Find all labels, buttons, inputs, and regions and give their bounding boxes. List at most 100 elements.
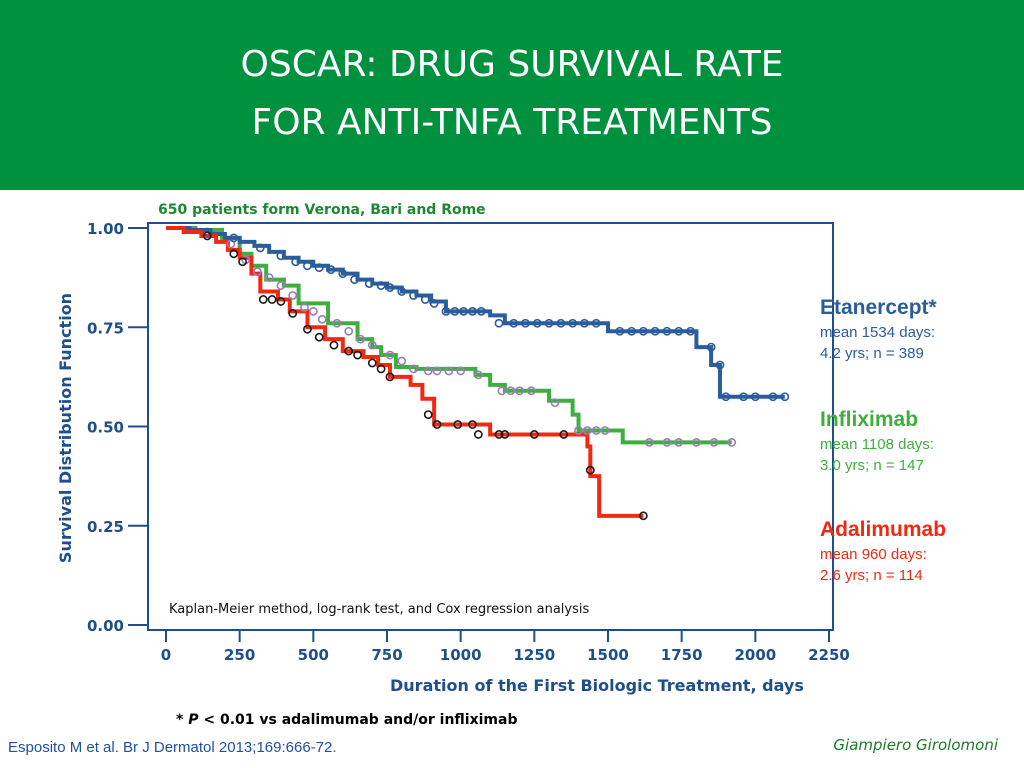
- censor-mark: [456, 366, 466, 376]
- footnote: * P < 0.01 vs adalimumab and/or inflixim…: [176, 712, 517, 728]
- y-tick-label: 0.75: [87, 319, 124, 337]
- censor-mark: [314, 332, 324, 342]
- y-tick-label: 0.50: [87, 419, 124, 437]
- censor-mark: [638, 326, 648, 336]
- citation: Esposito M et al. Br J Dermatol 2013;169…: [8, 739, 337, 756]
- censor-mark: [627, 326, 636, 336]
- censor-mark: [356, 334, 365, 344]
- legend-infliximab-detail-1: mean 1108 days:: [820, 436, 934, 453]
- censor-mark: [326, 265, 336, 275]
- censor-mark: [229, 249, 239, 259]
- censor-mark: [591, 318, 601, 328]
- censor-mark: [314, 263, 324, 273]
- censor-mark: [420, 295, 430, 304]
- censor-mark: [376, 364, 386, 374]
- censor-mark: [367, 358, 377, 368]
- censor-mark: [303, 324, 312, 334]
- censor-mark: [202, 227, 212, 237]
- censor-mark: [727, 437, 737, 447]
- censor-mark: [276, 281, 286, 290]
- censor-mark: [276, 297, 286, 306]
- censor-mark: [202, 231, 212, 241]
- x-axis-label: Duration of the First Biologic Treatment…: [390, 676, 804, 695]
- series-line-etanercept: [166, 226, 785, 399]
- slide-title-line-2: FOR ANTI-TNFA TREATMENTS: [251, 102, 773, 143]
- y-axis-label: Survival Distribution Function: [56, 293, 75, 563]
- x-tick-label: 1750: [661, 646, 703, 664]
- legend-infliximab-name: Infliximab: [820, 408, 918, 431]
- censor-mark: [556, 318, 566, 328]
- censor-mark: [444, 366, 454, 376]
- censor-mark: [674, 437, 684, 447]
- censor-mark: [662, 326, 672, 336]
- censor-mark: [258, 295, 268, 304]
- legend-etanercept-detail-1: mean 1534 days:: [820, 324, 935, 341]
- censor-mark: [644, 437, 654, 447]
- censor-mark: [515, 386, 524, 396]
- censor-mark: [529, 430, 539, 439]
- censor-mark: [568, 318, 578, 328]
- censor-mark: [229, 233, 239, 243]
- legend-infliximab-detail-2: 3.0 yrs; n = 147: [820, 457, 924, 474]
- series-line-infliximab: [166, 226, 732, 445]
- censor-mark: [674, 326, 684, 336]
- censor-mark: [409, 364, 418, 374]
- censor-marks: [202, 227, 790, 521]
- censor-mark: [276, 251, 286, 261]
- x-axis-ticks: 0 250 500 750 1000 1250 1500 1750 2000 2250: [161, 630, 850, 664]
- censor-mark: [303, 261, 312, 271]
- censor-mark: [267, 295, 277, 304]
- censor-mark: [615, 326, 625, 336]
- chart-subtitle: 650 patients form Verona, Bari and Rome: [158, 202, 486, 218]
- censor-mark: [344, 326, 354, 336]
- censor-mark: [750, 392, 760, 402]
- censor-mark: [585, 465, 595, 475]
- y-tick-label: 0.00: [87, 617, 124, 635]
- footnote-p: P: [188, 712, 199, 728]
- censor-mark: [715, 360, 725, 370]
- x-tick-label: 0: [161, 646, 171, 664]
- censor-mark: [252, 267, 262, 277]
- censor-mark: [532, 318, 542, 328]
- x-tick-label: 750: [371, 646, 402, 664]
- legend-adalimumab-detail-1: mean 960 days:: [820, 546, 927, 563]
- censor-mark: [739, 392, 748, 402]
- censor-mark: [300, 303, 309, 312]
- censor-mark: [344, 346, 354, 356]
- presenter-name: Giampiero Girolomoni: [833, 736, 998, 754]
- censor-mark: [473, 370, 483, 380]
- censor-mark: [291, 257, 301, 267]
- censor-mark: [288, 308, 298, 318]
- censor-mark: [459, 306, 469, 316]
- censor-mark: [559, 430, 569, 439]
- censor-mark: [468, 306, 477, 316]
- legend: Etanercept* mean 1534 days: 4.2 yrs; n =…: [820, 296, 946, 584]
- censor-mark: [768, 392, 778, 402]
- censor-mark: [591, 426, 601, 435]
- censor-mark: [650, 326, 660, 336]
- x-tick-label: 250: [224, 646, 255, 664]
- censor-mark: [582, 426, 592, 435]
- censor-mark: [432, 366, 442, 376]
- censor-mark: [364, 279, 374, 288]
- censor-mark: [441, 306, 451, 316]
- method-note: Kaplan-Meier method, log-rank test, and …: [169, 602, 589, 617]
- censor-mark: [544, 318, 554, 328]
- censor-mark: [329, 340, 339, 350]
- censor-mark: [385, 350, 395, 360]
- censor-mark: [692, 437, 701, 447]
- survival-chart: 650 patients form Verona, Bari and Rome …: [56, 202, 946, 695]
- censor-mark: [397, 356, 407, 366]
- series-line-adalimumab: [166, 226, 644, 518]
- censor-mark: [376, 281, 386, 290]
- censor-mark: [332, 318, 342, 328]
- y-tick-label: 1.00: [87, 220, 124, 238]
- censor-mark: [473, 430, 483, 439]
- censor-mark: [423, 410, 433, 419]
- censor-mark: [317, 314, 327, 324]
- censor-mark: [706, 342, 716, 352]
- censor-mark: [600, 426, 610, 435]
- legend-adalimumab-name: Adalimumab: [820, 518, 946, 541]
- y-tick-label: 0.25: [87, 518, 124, 536]
- censor-mark: [476, 306, 486, 316]
